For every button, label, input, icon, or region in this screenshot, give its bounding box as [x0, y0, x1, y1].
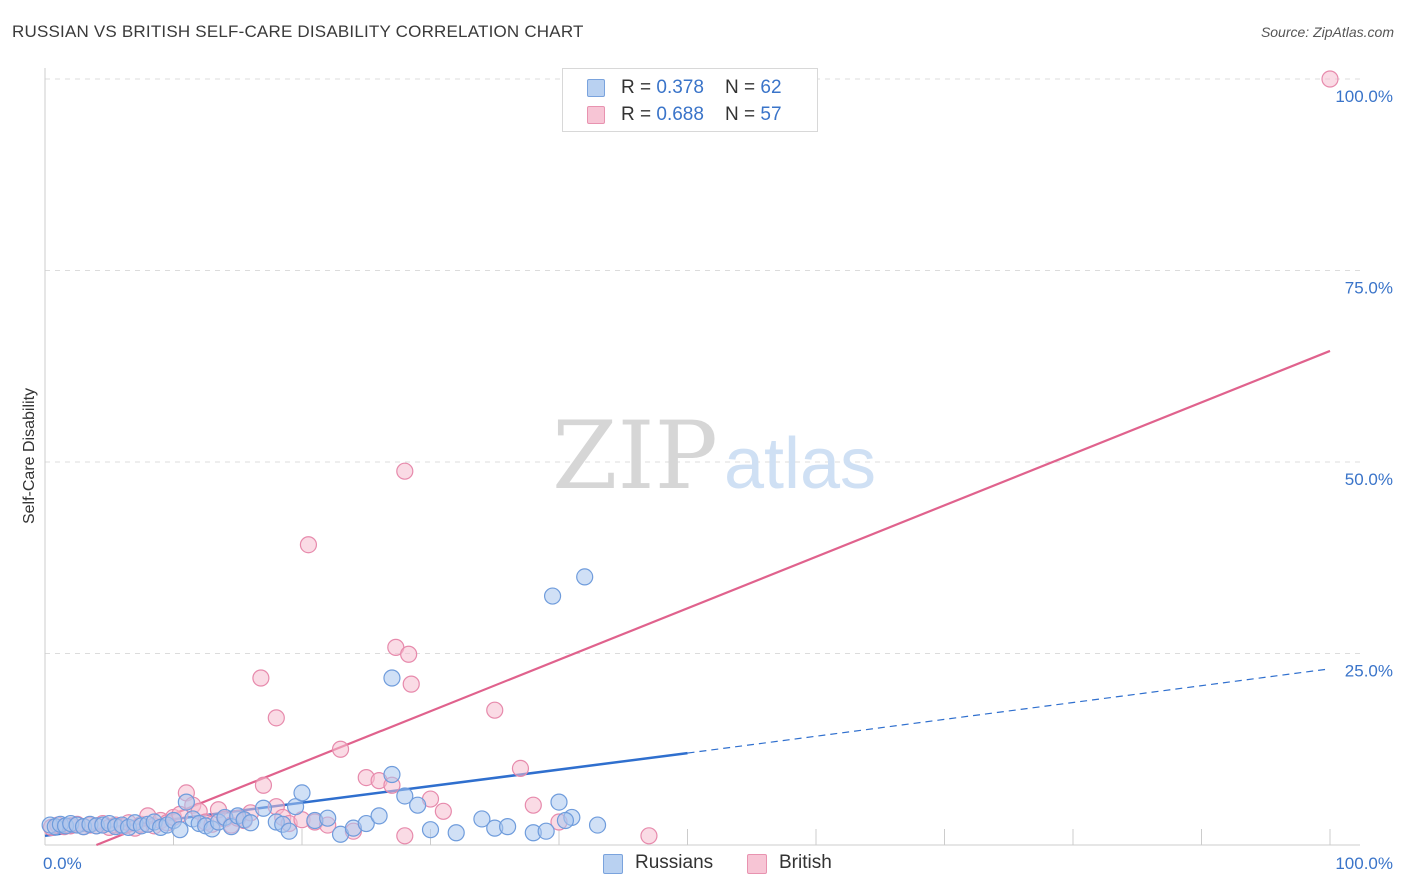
y-tick-label: 75.0%: [1345, 279, 1393, 298]
russians-point: [588, 816, 607, 834]
british-point: [299, 536, 318, 554]
russians-point: [370, 807, 388, 825]
british-point: [252, 669, 270, 687]
legend-r-value: 0.378: [656, 77, 704, 98]
russians-point: [447, 824, 465, 842]
russians-point: [254, 799, 273, 817]
russians-point: [383, 669, 401, 687]
russians-point: [319, 809, 337, 827]
british-point: [396, 827, 414, 845]
russians-point: [543, 587, 562, 605]
russians-point: [293, 784, 311, 802]
legend-label-russians: Russians: [635, 852, 714, 873]
british-point: [524, 796, 542, 814]
british-point: [254, 776, 273, 794]
watermark-atlas: atlas: [724, 424, 876, 504]
russians-point: [396, 787, 414, 805]
x-tick-label: 0.0%: [43, 854, 82, 873]
british-point: [486, 701, 504, 719]
watermark-zip: ZIP: [552, 402, 718, 511]
legend-n-label: N =: [725, 104, 761, 125]
y-axis-label: Self-Care Disability: [21, 388, 38, 524]
russians-point: [286, 798, 305, 816]
british-trend-line: [95, 349, 1331, 847]
russians-point: [280, 822, 298, 840]
legend-label-british: British: [779, 852, 832, 873]
legend-swatch-british: [587, 106, 605, 124]
russians-point: [576, 568, 594, 586]
russians-point: [171, 821, 189, 839]
russians-point: [357, 814, 375, 833]
russians-point: [383, 765, 401, 784]
british-point: [640, 827, 658, 845]
russians-point: [177, 793, 195, 811]
british-point: [396, 462, 414, 480]
grid-lines: [45, 78, 1360, 654]
british-point: [331, 740, 350, 758]
legend-n-value: 57: [760, 104, 782, 125]
russians-point: [499, 818, 517, 836]
source-credit: Source: ZipAtlas.com: [1260, 24, 1394, 40]
russians-point: [556, 811, 575, 830]
tick-labels: 25.0% 50.0% 75.0% 100.0% 0.0% 100.0%: [43, 87, 1393, 873]
y-tick-label: 25.0%: [1345, 662, 1393, 681]
chart-title: RUSSIAN VS BRITISH SELF-CARE DISABILITY …: [12, 22, 584, 41]
legend-stats: R = 0.378 N = 62 R = 0.688 N = 57: [562, 68, 818, 132]
russians-trend-extension: [687, 668, 1331, 754]
legend-r-label: R =: [621, 77, 657, 98]
y-tick-label: 50.0%: [1345, 470, 1393, 489]
russians-points: [41, 568, 607, 843]
british-point: [400, 645, 418, 663]
british-point: [267, 709, 285, 727]
legend-r-label: R =: [621, 104, 657, 125]
y-tick-label: 100.0%: [1335, 87, 1393, 106]
legend-swatch-russians: [587, 79, 605, 97]
russians-point: [550, 793, 568, 811]
russians-point: [537, 822, 555, 840]
british-point: [434, 802, 452, 820]
legend-r-value: 0.688: [656, 104, 704, 125]
british-point: [1321, 70, 1339, 88]
british-point: [511, 759, 530, 778]
russians-point: [473, 810, 491, 828]
russians-point: [242, 814, 260, 832]
legend-n-value: 62: [760, 77, 782, 98]
axes: [44, 68, 1360, 846]
russians-point: [409, 796, 427, 814]
russians-point: [421, 821, 440, 839]
legend-swatch-russians: [603, 854, 623, 874]
british-point: [402, 675, 420, 693]
x-tick-label: 100.0%: [1335, 854, 1393, 873]
legend-n-label: N =: [725, 77, 761, 98]
legend-swatch-british: [747, 854, 767, 874]
